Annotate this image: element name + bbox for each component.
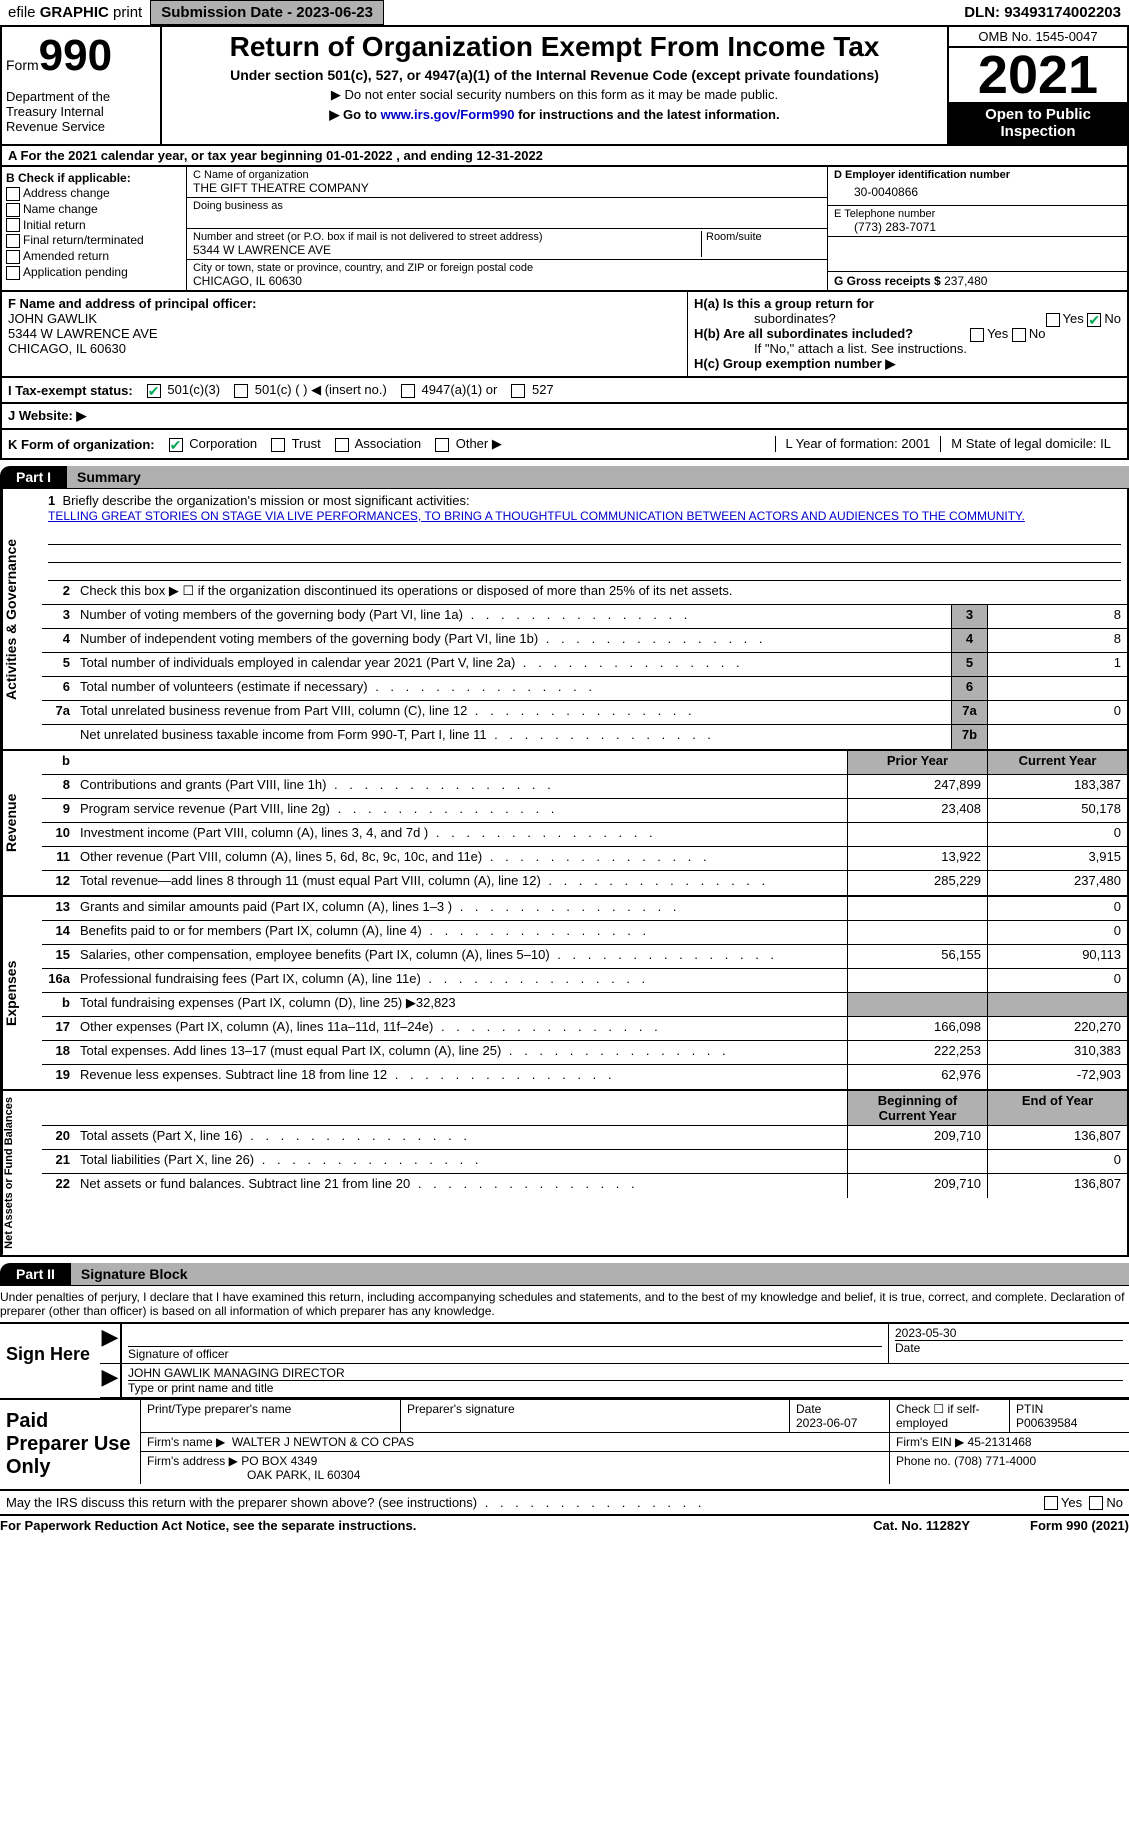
preparer-date: 2023-06-07 (796, 1416, 857, 1430)
table-row: 3Number of voting members of the governi… (42, 605, 1127, 629)
chk-4947[interactable]: 4947(a)(1) or (401, 382, 498, 398)
row-i-tax-status: I Tax-exempt status: 501(c)(3) 501(c) ( … (0, 378, 1129, 404)
table-row: 11Other revenue (Part VIII, column (A), … (42, 847, 1127, 871)
chk-name-change[interactable]: Name change (6, 202, 182, 217)
ein: 30-0040866 (834, 181, 1121, 203)
table-row: bTotal fundraising expenses (Part IX, co… (42, 993, 1127, 1017)
firm-phone: (708) 771-4000 (954, 1454, 1036, 1468)
footer-form: Form 990 (2021) (1030, 1518, 1129, 1533)
section-revenue: Revenue (2, 751, 42, 895)
section-h: H(a) Is this a group return for subordin… (687, 292, 1127, 376)
footer-left: For Paperwork Reduction Act Notice, see … (0, 1518, 416, 1533)
chk-initial-return[interactable]: Initial return (6, 218, 182, 233)
submission-date: Submission Date - 2023-06-23 (150, 0, 384, 25)
dln: DLN: 93493174002203 (956, 1, 1129, 24)
table-row: 18Total expenses. Add lines 13–17 (must … (42, 1041, 1127, 1065)
table-row: 15Salaries, other compensation, employee… (42, 945, 1127, 969)
mission-block: 1 Briefly describe the organization's mi… (42, 489, 1127, 527)
footer-cat: Cat. No. 11282Y (873, 1518, 970, 1533)
org-address: 5344 W LAWRENCE AVE (193, 243, 701, 257)
col-b-checkboxes: B Check if applicable: Address change Na… (2, 167, 187, 290)
chk-corporation[interactable]: Corporation (169, 436, 258, 452)
discuss-yes[interactable]: Yes (1044, 1495, 1082, 1511)
section-activities: Activities & Governance (2, 489, 42, 749)
table-row: 20Total assets (Part X, line 16)209,7101… (42, 1126, 1127, 1150)
chk-address-change[interactable]: Address change (6, 186, 182, 201)
sign-here-label: Sign Here (0, 1324, 100, 1398)
table-row: Net unrelated business taxable income fr… (42, 725, 1127, 749)
section-net-assets: Net Assets or Fund Balances (2, 1091, 42, 1255)
table-row: 22Net assets or fund balances. Subtract … (42, 1174, 1127, 1198)
chk-501c-other[interactable]: 501(c) ( ) ◀ (insert no.) (234, 382, 387, 398)
preparer-label: Paid Preparer Use Only (0, 1400, 140, 1489)
chk-amended[interactable]: Amended return (6, 249, 182, 264)
table-row: 16aProfessional fundraising fees (Part I… (42, 969, 1127, 993)
org-name-label: C Name of organization (193, 169, 821, 181)
table-row: 14Benefits paid to or for members (Part … (42, 921, 1127, 945)
table-row: 8Contributions and grants (Part VIII, li… (42, 775, 1127, 799)
table-row: 21Total liabilities (Part X, line 26)0 (42, 1150, 1127, 1174)
header-left: Form990 Department of the Treasury Inter… (2, 27, 162, 144)
phone: (773) 283-7071 (834, 220, 1121, 234)
form-title: Return of Organization Exempt From Incom… (166, 31, 943, 63)
chk-association[interactable]: Association (335, 436, 421, 452)
gross-receipts: 237,480 (944, 274, 987, 288)
officer-addr: 5344 W LAWRENCE AVE (8, 326, 681, 341)
officer-city: CHICAGO, IL 60630 (8, 341, 681, 356)
section-expenses: Expenses (2, 897, 42, 1089)
arrow-icon: ▶ (100, 1364, 120, 1397)
firm-ein: 45-2131468 (968, 1435, 1032, 1449)
table-row: 19Revenue less expenses. Subtract line 1… (42, 1065, 1127, 1089)
chk-501c3[interactable]: 501(c)(3) (147, 382, 220, 398)
signature-disclaimer: Under penalties of perjury, I declare th… (0, 1286, 1129, 1324)
top-bar: efile GRAPHIC print Submission Date - 20… (0, 0, 1129, 25)
state-domicile: M State of legal domicile: IL (940, 436, 1121, 452)
part-2-tab: Part II (0, 1263, 71, 1286)
firm-city: OAK PARK, IL 60304 (147, 1468, 360, 1482)
table-row: 5Total number of individuals employed in… (42, 653, 1127, 677)
table-row: 7aTotal unrelated business revenue from … (42, 701, 1127, 725)
dba-label: Doing business as (193, 200, 821, 212)
table-row: 9Program service revenue (Part VIII, lin… (42, 799, 1127, 823)
arrow-icon: ▶ (100, 1324, 120, 1363)
table-row: 6Total number of volunteers (estimate if… (42, 677, 1127, 701)
firm-addr: PO BOX 4349 (241, 1454, 317, 1468)
self-employed-chk[interactable]: Check ☐ if self-employed (889, 1400, 1009, 1432)
row-j-website: J Website: ▶ (0, 404, 1129, 430)
part-2-title: Signature Block (71, 1263, 1129, 1286)
efile-label: efile GRAPHIC print (0, 1, 150, 24)
officer-name: JOHN GAWLIK (8, 311, 681, 326)
officer-signed-name: JOHN GAWLIK MANAGING DIRECTOR (128, 1366, 1123, 1380)
part-1-title: Summary (67, 466, 1129, 489)
table-row: 17Other expenses (Part IX, column (A), l… (42, 1017, 1127, 1041)
table-row: 4Number of independent voting members of… (42, 629, 1127, 653)
chk-other[interactable]: Other ▶ (435, 436, 502, 452)
firm-name: WALTER J NEWTON & CO CPAS (232, 1435, 414, 1449)
irs-link[interactable]: www.irs.gov/Form990 (381, 107, 515, 122)
discuss-no[interactable]: No (1089, 1495, 1123, 1511)
header-center: Return of Organization Exempt From Incom… (162, 27, 947, 144)
org-city: CHICAGO, IL 60630 (193, 274, 821, 288)
row-a-tax-year: A For the 2021 calendar year, or tax yea… (0, 146, 1129, 167)
chk-527[interactable]: 527 (511, 382, 553, 398)
table-row: 10Investment income (Part VIII, column (… (42, 823, 1127, 847)
header-right: OMB No. 1545-0047 2021 Open to Public In… (947, 27, 1127, 144)
org-name: THE GIFT THEATRE COMPANY (193, 181, 821, 195)
part-1-tab: Part I (0, 466, 67, 489)
chk-application-pending[interactable]: Application pending (6, 265, 182, 280)
sig-date: 2023-05-30 (895, 1326, 1123, 1340)
discuss-text: May the IRS discuss this return with the… (6, 1495, 1044, 1511)
year-formation: L Year of formation: 2001 (775, 436, 941, 452)
table-row: 12Total revenue—add lines 8 through 11 (… (42, 871, 1127, 895)
chk-final-return[interactable]: Final return/terminated (6, 233, 182, 248)
chk-trust[interactable]: Trust (271, 436, 321, 452)
table-row: 13Grants and similar amounts paid (Part … (42, 897, 1127, 921)
ptin: P00639584 (1016, 1416, 1123, 1430)
